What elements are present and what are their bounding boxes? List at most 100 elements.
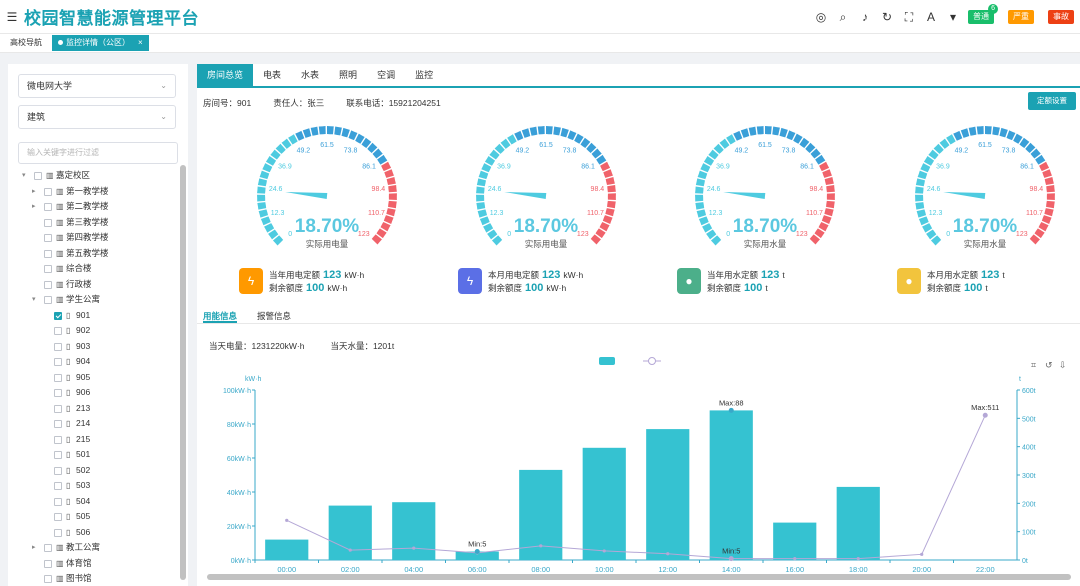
tree-checkbox[interactable]: [54, 404, 62, 413]
close-icon[interactable]: ×: [138, 38, 143, 47]
tree-node-building[interactable]: ▥ 第五教学楼: [8, 246, 178, 262]
alarm-severe-button[interactable]: 严重: [1008, 9, 1034, 24]
tree-node-building[interactable]: ▸ ▥ 第一教学楼: [8, 184, 178, 200]
tree-node-room[interactable]: ▯ 902: [8, 323, 178, 339]
tree-checkbox[interactable]: [44, 249, 52, 258]
chart-bar[interactable]: [455, 551, 499, 561]
tree-filter-input[interactable]: 输入关键字进行过滤: [18, 142, 178, 164]
menu-icon[interactable]: ☰: [6, 9, 18, 24]
tab-alarm-info[interactable]: 报警信息: [257, 311, 292, 321]
tree-checkbox[interactable]: [54, 466, 62, 475]
tree-node-room[interactable]: ▯ 503: [8, 478, 178, 494]
tree-checkbox[interactable]: [44, 218, 52, 227]
tab-air-conditioning[interactable]: 空调: [377, 70, 396, 80]
caret-right-icon[interactable]: ▸: [32, 203, 36, 210]
tree-node-room[interactable]: ▯ 501: [8, 447, 178, 463]
tree-checkbox[interactable]: [54, 513, 62, 521]
tree-checkbox[interactable]: [54, 497, 62, 506]
tree-checkbox[interactable]: [54, 435, 62, 444]
tree-checkbox[interactable]: [54, 389, 62, 397]
tab-room-overview[interactable]: 房间总览: [197, 64, 254, 86]
circle-icon[interactable]: ◎: [815, 9, 827, 24]
tree-node-room[interactable]: ▯ 506: [8, 525, 178, 541]
tree-checkbox[interactable]: [44, 559, 52, 568]
tree-checkbox[interactable]: [44, 544, 52, 552]
tree-checkbox[interactable]: [34, 172, 42, 180]
tree-checkbox[interactable]: [54, 373, 62, 382]
tree-checkbox[interactable]: [54, 342, 62, 351]
caret-right-icon[interactable]: ▸: [32, 544, 36, 551]
caret-right-icon[interactable]: ▸: [32, 187, 36, 195]
sidebar-scrollbar[interactable]: [180, 165, 186, 580]
shirt-icon[interactable]: ▾: [949, 9, 957, 24]
school-select[interactable]: 微电网大学 ⌄: [18, 74, 176, 98]
caret-down-icon[interactable]: ▾: [22, 172, 26, 179]
tree-node-building[interactable]: ▸ ▥ 教工公寓: [8, 540, 178, 556]
search-icon[interactable]: ⌕: [839, 9, 847, 24]
chart-bar[interactable]: [582, 447, 626, 560]
chart-line-point[interactable]: [412, 546, 416, 550]
alarm-accident-button[interactable]: 事故: [1048, 9, 1074, 24]
legend-bar-swatch[interactable]: [599, 357, 615, 365]
tab-lighting[interactable]: 照明: [339, 70, 358, 80]
caret-down-icon[interactable]: ▾: [32, 296, 36, 303]
tree-node-room[interactable]: ▯ 906: [8, 385, 178, 401]
refresh-icon[interactable]: ↻: [881, 9, 893, 24]
tree-node-room[interactable]: ▯ 905: [8, 370, 178, 386]
tree-node-building[interactable]: ▾ ▥ 嘉定校区: [8, 168, 178, 184]
crop-icon[interactable]: ⌗: [1031, 361, 1036, 371]
tree-checkbox[interactable]: [44, 296, 52, 304]
download-icon[interactable]: ⇩: [1059, 361, 1067, 371]
chart-line-point[interactable]: [666, 552, 670, 556]
tab-monitoring[interactable]: 监控: [415, 70, 434, 80]
tree-node-room[interactable]: ▯ 215: [8, 432, 178, 448]
fullscreen-icon[interactable]: ⛶: [904, 9, 914, 24]
chart-line-point[interactable]: [602, 549, 606, 553]
tree-node-building[interactable]: ▥ 体育馆: [8, 556, 178, 572]
chart-bar[interactable]: [773, 522, 817, 560]
tree-checkbox[interactable]: [54, 358, 62, 366]
chart-line-point[interactable]: [348, 548, 352, 552]
tree-node-building[interactable]: ▾ ▥ 学生公寓: [8, 292, 178, 308]
tree-checkbox[interactable]: [54, 482, 62, 490]
tree-checkbox[interactable]: [54, 451, 62, 459]
tree-checkbox[interactable]: [54, 311, 62, 320]
quota-settings-button[interactable]: 定额设置: [1028, 92, 1076, 110]
tree-checkbox[interactable]: [54, 327, 62, 335]
chart-bar[interactable]: [709, 410, 753, 560]
tree-node-room[interactable]: ▯ 213: [8, 401, 178, 417]
chart-line-point[interactable]: [856, 556, 860, 561]
restore-icon[interactable]: ↺: [1045, 361, 1053, 371]
chart-bar[interactable]: [328, 505, 372, 560]
chart-scrollbar[interactable]: [207, 574, 1071, 580]
tree-checkbox[interactable]: [54, 528, 62, 537]
chart-bar[interactable]: [392, 502, 436, 560]
tree-checkbox[interactable]: [44, 575, 52, 583]
chart-bar[interactable]: [265, 539, 309, 560]
chart-line-point[interactable]: [539, 544, 543, 548]
volume-icon[interactable]: ♪: [862, 9, 868, 24]
tree-node-room[interactable]: ▯ 504: [8, 494, 178, 510]
tree-node-room[interactable]: ▯ 901: [8, 308, 178, 324]
tree-checkbox[interactable]: [44, 203, 52, 211]
tree-node-building[interactable]: ▥ 第三教学楼: [8, 215, 178, 231]
tree-checkbox[interactable]: [44, 265, 52, 273]
tab-electric-meter[interactable]: 电表: [263, 70, 282, 80]
tree-node-room[interactable]: ▯ 214: [8, 416, 178, 432]
tree-node-building[interactable]: ▥ 行政楼: [8, 277, 178, 293]
font-icon[interactable]: A: [926, 9, 935, 24]
tree-node-room[interactable]: ▯ 904: [8, 354, 178, 370]
tree-node-room[interactable]: ▯ 502: [8, 463, 178, 479]
tree-checkbox[interactable]: [44, 234, 52, 242]
category-select[interactable]: 建筑 ⌄: [18, 105, 176, 129]
tree-node-room[interactable]: ▯ 903: [8, 339, 178, 355]
chart-bar[interactable]: [836, 486, 880, 560]
tree-checkbox[interactable]: [44, 187, 52, 196]
tab-campus-nav[interactable]: 高校导航: [10, 38, 42, 47]
tree-node-building[interactable]: ▥ 图书馆: [8, 571, 178, 586]
alarm-normal-button[interactable]: 普通 6: [968, 3, 998, 24]
tree-checkbox[interactable]: [54, 420, 62, 428]
tree-node-building[interactable]: ▥ 综合楼: [8, 261, 178, 277]
chart-bar[interactable]: [646, 429, 690, 560]
tab-water-meter[interactable]: 水表: [301, 70, 320, 80]
